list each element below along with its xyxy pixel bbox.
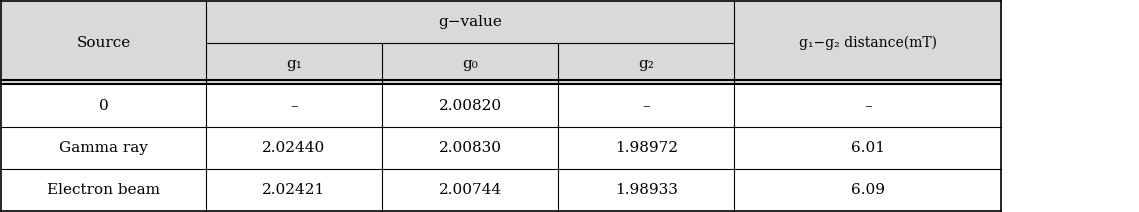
Text: g−value: g−value [439, 15, 502, 29]
Text: 2.02440: 2.02440 [262, 141, 326, 155]
Bar [735, 43, 1001, 85]
Text: g₁−g₂ distance(mT): g₁−g₂ distance(mT) [798, 36, 936, 50]
Text: 1.98933: 1.98933 [615, 183, 678, 197]
Text: g₀: g₀ [462, 57, 478, 71]
Text: g₁: g₁ [286, 57, 302, 71]
Bar [382, 1, 558, 43]
Text: 6.09: 6.09 [851, 183, 885, 197]
Bar [1, 127, 206, 169]
Bar [558, 43, 735, 85]
Bar [1, 43, 206, 85]
Text: 2.00830: 2.00830 [439, 141, 501, 155]
Bar [1, 85, 206, 127]
Bar [1, 169, 206, 211]
Text: 0: 0 [99, 99, 108, 113]
Bar [206, 1, 382, 43]
Bar [382, 169, 558, 211]
Bar [206, 127, 382, 169]
Bar [558, 127, 735, 169]
Bar [735, 169, 1001, 211]
Text: –: – [642, 99, 650, 113]
Text: –: – [290, 99, 297, 113]
Text: Electron beam: Electron beam [47, 183, 161, 197]
Text: Gamma ray: Gamma ray [59, 141, 148, 155]
Bar [558, 169, 735, 211]
Text: –: – [865, 99, 871, 113]
Bar [382, 127, 558, 169]
Bar [558, 85, 735, 127]
Bar [206, 43, 382, 85]
Text: 2.02421: 2.02421 [262, 183, 326, 197]
Text: 2.00744: 2.00744 [439, 183, 501, 197]
Bar [206, 169, 382, 211]
Bar [382, 43, 558, 85]
Bar [735, 85, 1001, 127]
Bar [206, 85, 382, 127]
Bar [558, 1, 735, 43]
Bar [735, 1, 1001, 43]
Bar [1, 1, 206, 43]
Text: g₂: g₂ [638, 57, 654, 71]
Text: 2.00820: 2.00820 [439, 99, 501, 113]
Text: 6.01: 6.01 [851, 141, 885, 155]
Bar [382, 85, 558, 127]
Bar [735, 127, 1001, 169]
Text: Source: Source [76, 36, 131, 50]
Text: 1.98972: 1.98972 [615, 141, 678, 155]
